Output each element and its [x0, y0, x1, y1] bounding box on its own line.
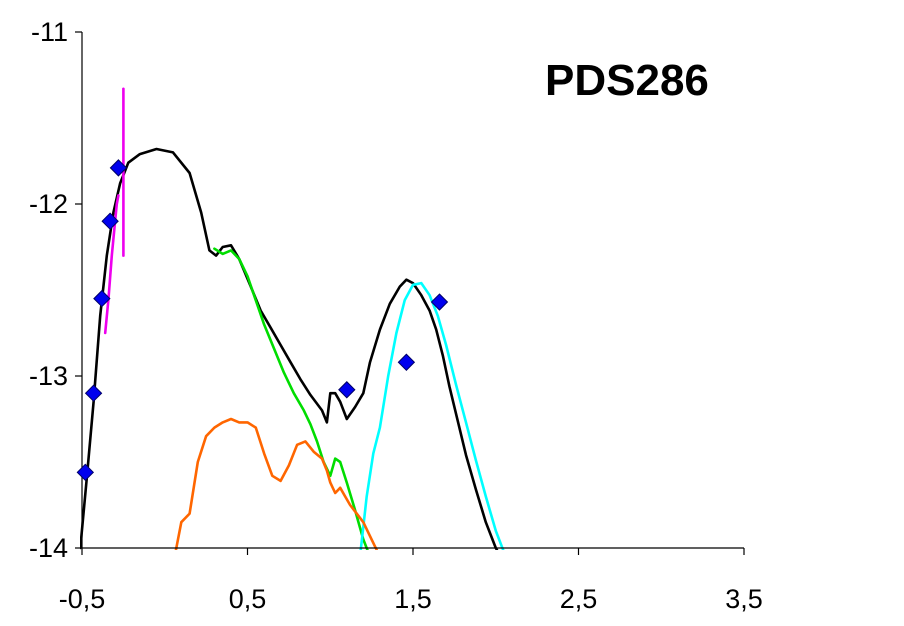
series-line-4	[174, 417, 379, 550]
x-tick-label: 1,5	[394, 584, 432, 614]
data-point-marker	[76, 463, 95, 482]
y-tick-label: -12	[29, 189, 68, 219]
data-point-marker	[397, 353, 416, 371]
x-tick-label: -0,5	[59, 584, 106, 614]
x-tick-label: 3,5	[725, 584, 763, 614]
data-point-marker	[109, 159, 128, 177]
data-point-marker	[101, 212, 119, 230]
series-line-2	[213, 247, 369, 550]
axes	[75, 31, 745, 555]
data-point-marker	[93, 289, 111, 308]
series-line-5	[103, 194, 120, 335]
x-tick-label: 0,5	[229, 584, 267, 614]
x-tick-label: 2,5	[560, 584, 598, 614]
y-tick-label: -13	[29, 361, 68, 391]
data-point-marker	[338, 381, 356, 399]
data-point-marker	[430, 293, 449, 311]
chart-title: PDS286	[545, 56, 709, 105]
tick-labels: -11 -12 -13 -14 -0,5 0,5 1,5 2,5 3,5	[29, 17, 763, 614]
series-line-3	[359, 281, 505, 550]
data-point-marker	[84, 384, 103, 402]
y-tick-label: -11	[31, 17, 68, 47]
series-line-1	[80, 147, 499, 550]
y-tick-label: -14	[29, 533, 68, 563]
marker-layer	[76, 159, 449, 482]
series-layer	[80, 87, 505, 550]
